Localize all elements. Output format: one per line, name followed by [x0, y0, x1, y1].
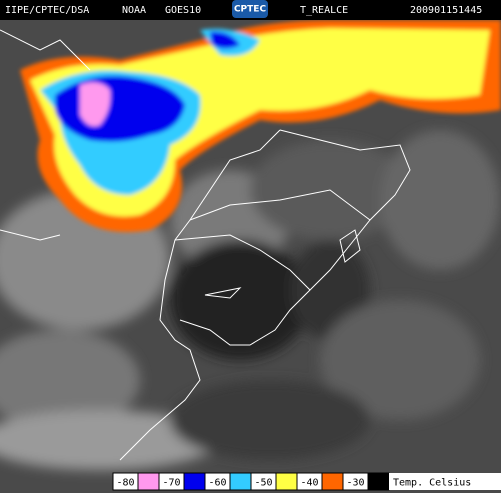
- product: T_REALCE: [300, 5, 348, 16]
- legend: -80 -70 -60 -50 -40 -30 Temp. Celsius: [112, 472, 501, 491]
- legend-label: -40: [300, 478, 318, 489]
- source: IIPE/CPTEC/DSA: [5, 5, 89, 16]
- legend-title-box: [389, 473, 501, 490]
- legend-label: -30: [346, 478, 364, 489]
- legend-label: -50: [254, 478, 272, 489]
- legend-swatch: [321, 472, 344, 491]
- satellite: GOES10: [165, 5, 201, 16]
- legend-swatch: [367, 472, 390, 491]
- legend-swatch: [183, 472, 206, 491]
- legend-swatch: [137, 472, 160, 491]
- logo: CPTEC: [234, 5, 266, 15]
- legend-label: -80: [116, 478, 134, 489]
- legend-swatch: [229, 472, 252, 491]
- logo-box: [232, 0, 268, 18]
- legend-title: Temp. Celsius: [393, 478, 471, 489]
- timestamp: 200901151445: [410, 5, 482, 16]
- cold-cloud-tops: [20, 20, 501, 232]
- coastlines-borders: [0, 29, 411, 461]
- legend-swatch: [275, 472, 298, 491]
- legend-label: -70: [162, 478, 180, 489]
- legend-label: -60: [208, 478, 226, 489]
- agency: NOAA: [122, 5, 146, 16]
